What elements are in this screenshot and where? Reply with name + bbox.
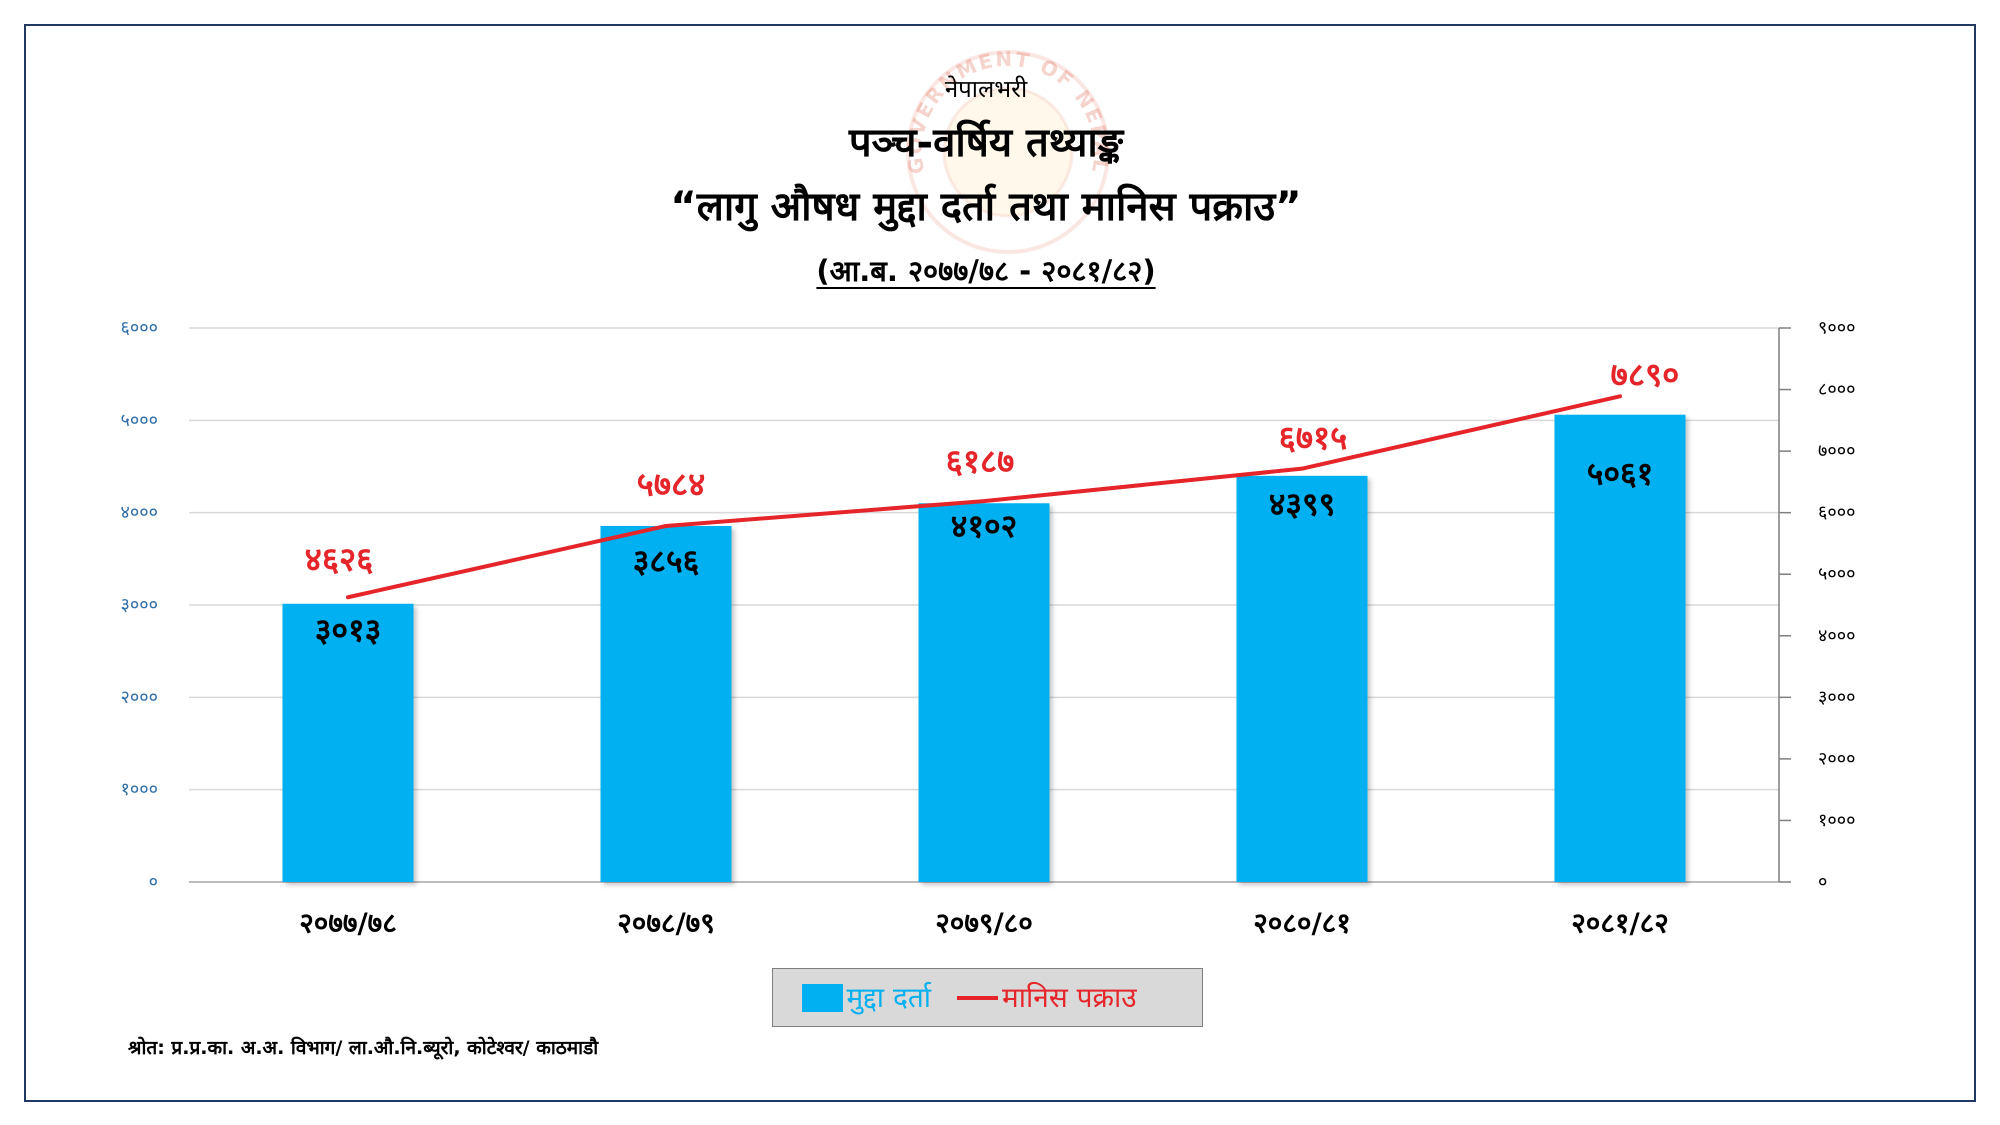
bar-value-label: ४१०२ [951, 507, 1018, 545]
x-axis-tick-label: २०७९/८० [935, 907, 1033, 940]
x-axis-labels: २०७७/७८ २०७८/७९ २०७९/८० २०८०/८१ २०८१/८२ [299, 907, 1669, 940]
legend-swatch-bar [801, 983, 843, 1012]
chart-period-wrapper: (आ.ब. २०७७/७८ - २०८१/८२) [0, 252, 1972, 290]
right-axis-tick-label: २००० [1818, 748, 1855, 769]
bar [600, 525, 732, 882]
x-axis-tick-label: २०७७/७८ [299, 907, 397, 940]
chart-title: पञ्च-वर्षिय तथ्याङ्क [848, 120, 1124, 166]
line-value-label: ६७१५ [1279, 418, 1348, 457]
x-axis-tick-label: २०७८/७९ [617, 907, 715, 940]
legend-wrapper: मुद्दा दर्ता मानिस पक्राउ [0, 968, 1974, 1027]
x-axis-tick-label: २०८०/८१ [1253, 907, 1351, 940]
bar-value-labels: ३०१३ ३८५६ ४१०२ ४३९९ ५०६१ [315, 455, 1654, 649]
left-axis-tick-label: ० [149, 872, 158, 893]
legend-label-arrests: मानिस पक्राउ [1002, 980, 1137, 1014]
bar-value-label: ५०६१ [1587, 455, 1654, 493]
right-axis-tick-label: ६००० [1818, 502, 1855, 523]
legend-item-arrests: मानिस पक्राउ [957, 981, 1137, 1015]
right-axis: ० १००० २००० ३००० ४००० ५००० ६००० ७००० ८००० ९००० [1778, 318, 1855, 893]
left-axis-tick-label: २००० [121, 687, 158, 708]
bar [918, 503, 1050, 882]
legend-item-cases: मुद्दा दर्ता [801, 980, 958, 1015]
chart-legend: मुद्दा दर्ता मानिस पक्राउ [771, 968, 1203, 1027]
x-axis-tick-label: २०८१/८२ [1571, 907, 1669, 940]
bar [282, 603, 414, 882]
right-axis-tick-label: ४००० [1818, 625, 1855, 646]
left-axis-tick-label: १००० [121, 779, 158, 800]
chart-subtitle: “लागु औषध मुद्दा दर्ता तथा मानिस पक्राउ” [670, 184, 1302, 230]
right-axis-tick-label: ८००० [1818, 379, 1855, 400]
chart-supertitle: नेपालभरी [944, 75, 1028, 103]
right-axis-tick-label: ३००० [1818, 687, 1855, 708]
bar [1236, 475, 1368, 882]
bar-value-label: ३८५६ [633, 542, 700, 580]
legend-swatch-line [957, 995, 999, 1000]
right-axis-tick-label: ५००० [1818, 564, 1855, 585]
line-series-arrests [346, 394, 1622, 600]
seal-outer-ring [906, 50, 1110, 254]
bar-value-label: ४३९९ [1269, 485, 1336, 523]
left-axis-tick-label: ४००० [121, 502, 158, 523]
right-axis-tick-label: ० [1818, 872, 1827, 893]
government-seal-watermark: GOVERNMENT OF NEPAL [903, 47, 1111, 254]
source-note: श्रोत: प्र.प्र.का. अ.अ. विभाग/ ला.औ.नि.ब… [128, 1037, 599, 1059]
right-axis-tick-label: ७००० [1818, 441, 1855, 462]
chart-period: (आ.ब. २०७७/७८ - २०८१/८२) [816, 254, 1156, 288]
seal-inner-disc [942, 86, 1074, 218]
legend-label-cases: मुद्दा दर्ता [846, 980, 932, 1014]
line-value-label: ६१८७ [946, 442, 1015, 481]
line-value-label: ५७८४ [637, 464, 706, 503]
bar-series-cases [282, 414, 1686, 882]
chart-frame [24, 24, 1976, 1102]
line-value-label: ४६२६ [305, 540, 374, 579]
bar [1554, 414, 1686, 882]
right-axis-tick-label: ९००० [1818, 318, 1855, 339]
right-axis-tick-label: १००० [1818, 810, 1855, 831]
left-axis-tick-label: ५००० [121, 410, 158, 431]
line-value-label: ७८९० [1611, 355, 1680, 394]
left-axis-tick-label: ३००० [121, 595, 158, 616]
bar-value-label: ३०१३ [315, 611, 382, 649]
line-value-labels: ४६२६ ५७८४ ६१८७ ६७१५ ७८९० [305, 355, 1680, 579]
left-axis-tick-label: ६००० [121, 318, 158, 339]
